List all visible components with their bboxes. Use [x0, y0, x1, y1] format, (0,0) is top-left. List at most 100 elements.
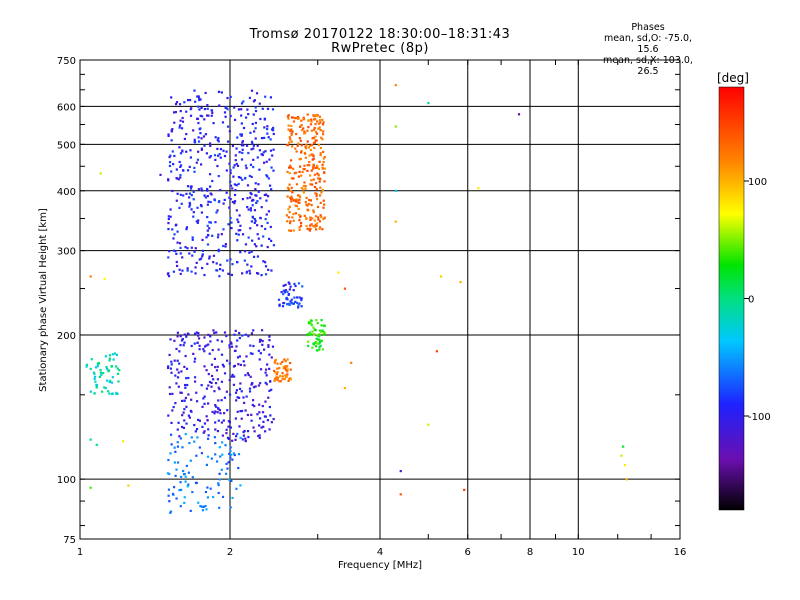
data-point — [316, 166, 319, 169]
data-point — [169, 338, 172, 341]
data-point — [276, 362, 279, 365]
data-point — [318, 346, 321, 349]
data-point — [177, 178, 180, 181]
data-point — [319, 121, 322, 124]
data-point — [308, 174, 312, 177]
data-point — [185, 226, 189, 229]
data-point — [218, 478, 221, 481]
data-point — [167, 365, 170, 368]
data-point — [303, 151, 306, 155]
data-point — [319, 129, 322, 132]
data-point — [208, 173, 212, 176]
data-point — [318, 329, 322, 332]
data-point — [241, 140, 244, 143]
data-point — [239, 229, 242, 232]
data-point — [276, 367, 279, 370]
data-point — [203, 395, 206, 398]
data-point — [217, 407, 220, 411]
data-point — [198, 97, 201, 100]
data-point — [265, 374, 268, 377]
data-point — [177, 385, 180, 388]
data-point — [90, 358, 93, 361]
data-point — [256, 233, 259, 236]
data-point — [264, 273, 268, 276]
data-point — [280, 290, 283, 294]
data-point — [286, 368, 289, 371]
data-point — [216, 460, 219, 463]
data-point — [266, 221, 269, 224]
data-point — [172, 237, 175, 240]
data-point — [289, 361, 292, 365]
data-point — [262, 425, 265, 428]
data-point — [315, 188, 318, 191]
data-point — [300, 123, 303, 127]
data-point — [287, 281, 290, 284]
data-point — [317, 127, 320, 130]
data-point — [180, 127, 184, 130]
data-point — [266, 125, 269, 128]
data-point — [307, 322, 311, 325]
data-point — [167, 275, 171, 278]
data-point — [252, 329, 255, 332]
data-point — [224, 444, 227, 447]
data-point — [179, 344, 182, 347]
data-point — [303, 181, 306, 184]
data-point — [204, 91, 207, 95]
data-point — [316, 120, 319, 123]
data-point — [304, 187, 307, 190]
data-point — [192, 352, 195, 355]
data-point — [251, 216, 254, 219]
data-point — [171, 189, 174, 193]
data-point — [250, 419, 253, 422]
data-point — [225, 432, 228, 435]
data-point — [294, 300, 297, 304]
data-point — [246, 197, 249, 200]
data-point — [184, 354, 187, 358]
data-point — [186, 269, 189, 272]
data-point — [229, 114, 232, 118]
data-point — [231, 263, 234, 266]
data-point — [185, 192, 188, 195]
data-point — [298, 228, 301, 231]
data-point — [230, 226, 233, 230]
data-point — [307, 119, 310, 122]
data-point — [317, 177, 320, 180]
data-point — [314, 215, 318, 218]
data-point — [264, 371, 267, 374]
data-point — [108, 357, 111, 360]
data-point — [230, 479, 233, 483]
data-point — [197, 332, 200, 335]
data-point — [306, 340, 310, 343]
data-point — [306, 204, 309, 207]
data-point — [181, 414, 184, 417]
data-point — [226, 96, 229, 100]
data-point — [254, 182, 257, 185]
data-point — [213, 436, 217, 439]
data-point — [300, 186, 303, 190]
data-point — [249, 207, 253, 210]
data-point — [318, 348, 321, 351]
data-point — [253, 130, 256, 133]
data-point — [184, 246, 187, 249]
data-point — [217, 250, 220, 253]
data-point — [318, 220, 322, 223]
data-point — [250, 175, 253, 178]
data-point — [304, 200, 307, 204]
data-point — [265, 174, 268, 177]
data-point — [255, 272, 259, 275]
data-point — [276, 370, 279, 374]
data-point — [219, 412, 222, 415]
data-point — [93, 375, 97, 378]
data-point — [319, 194, 322, 197]
data-point — [166, 366, 170, 370]
data-point — [284, 367, 287, 370]
data-point — [282, 301, 285, 305]
data-point — [268, 184, 272, 187]
data-point — [259, 117, 262, 121]
data-point — [191, 476, 194, 479]
data-point — [186, 485, 189, 488]
data-point — [232, 452, 236, 455]
data-point — [265, 213, 268, 216]
data-point — [216, 147, 219, 151]
data-point — [180, 399, 184, 403]
